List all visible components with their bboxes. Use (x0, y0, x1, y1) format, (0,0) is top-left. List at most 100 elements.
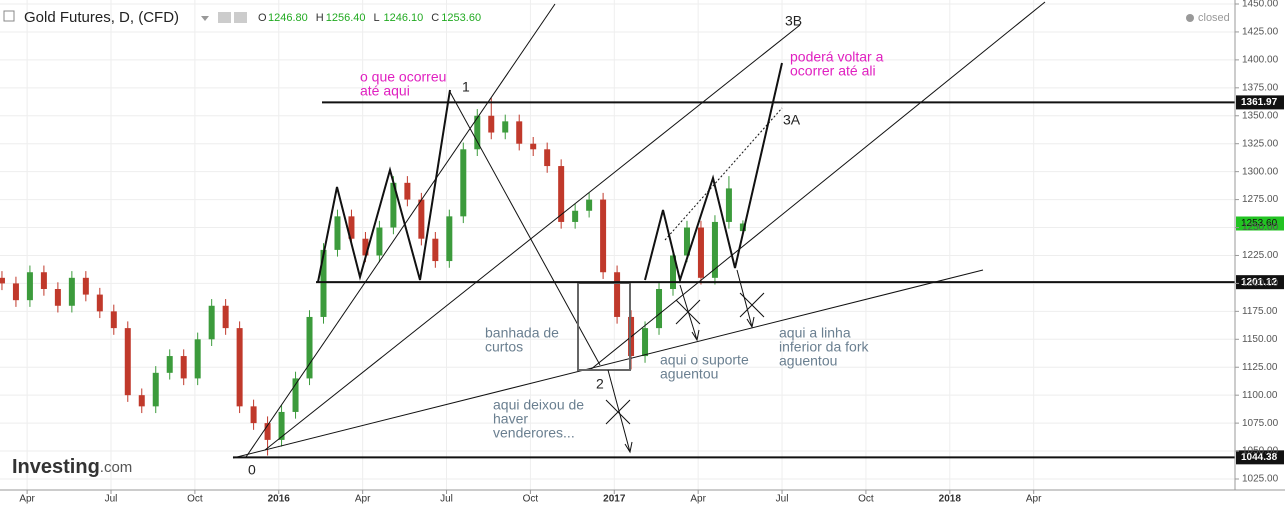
x-tick-label: Jul (105, 494, 118, 505)
candle-body (516, 121, 523, 144)
y-tick-label: 1125.00 (1242, 362, 1278, 373)
fork-median (264, 24, 801, 451)
y-tick-label: 1275.00 (1242, 194, 1279, 205)
candle-body (474, 115, 481, 150)
last-price-label: 1253.60 (1241, 218, 1278, 229)
y-tick-label: 1450.00 (1242, 0, 1279, 10)
ohlc-key: C (431, 12, 439, 24)
candle-body (683, 227, 690, 256)
level-label: 1361.97 (1241, 97, 1278, 108)
logo-suffix: .com (100, 459, 133, 476)
ohlc-key: H (316, 12, 324, 24)
annotation: inferior da fork (779, 339, 869, 355)
ohlc-key: O (258, 12, 267, 24)
x-tick-label: 2018 (939, 494, 962, 505)
symbol-title: Gold Futures, D, (CFD) (24, 9, 179, 26)
annotation: poderá voltar a (790, 49, 884, 65)
annotation: haver (493, 411, 528, 427)
candle-body (180, 356, 187, 379)
status: closed (1198, 12, 1230, 24)
x-tick-label: Apr (19, 494, 35, 505)
fork-line (589, 1, 1046, 371)
candle-body (502, 121, 509, 133)
header: Gold Futures, D, (CFD) O 1246.80 H 1256.40 L… (3, 9, 1230, 478)
candle-body (390, 182, 397, 228)
dropdown[interactable] (201, 16, 209, 21)
annotation: venderores... (493, 425, 575, 441)
trend-line (449, 91, 601, 366)
arrow (607, 269, 755, 454)
ohlc: O 1246.80 H 1256.40 L 1246.10 C 1253.60 (258, 12, 481, 24)
candle-body (166, 356, 173, 373)
candle-body (54, 289, 61, 306)
candle-body (558, 166, 565, 222)
annotation: aqui deixou de (493, 397, 584, 413)
x-tick-label: Jul (440, 494, 453, 505)
ohlc-value: 1246.80 (268, 12, 308, 24)
fork-upper (245, 3, 556, 458)
ohlc-value: 1256.40 (326, 12, 366, 24)
candle-body (82, 277, 89, 295)
dotted-line (664, 107, 783, 241)
candle-body (348, 216, 355, 239)
zigzag (644, 62, 783, 284)
x-tick-label: Oct (858, 494, 874, 505)
candle-body (236, 328, 243, 407)
candle-body (670, 255, 677, 289)
candle-body (40, 272, 47, 289)
candle-body (110, 311, 117, 329)
zigzag (317, 89, 451, 283)
candle-body (320, 249, 327, 317)
candle-body (208, 305, 215, 340)
collapse-icon[interactable] (3, 10, 15, 22)
annotation: curtos (485, 339, 523, 355)
ohlc-value: 1246.10 (384, 12, 424, 24)
candle-body (586, 199, 593, 211)
level-label: 1044.38 (1241, 452, 1278, 463)
y-tick-label: 1250.00 (1242, 222, 1279, 233)
candle-body (26, 272, 33, 301)
candle-body (306, 316, 313, 379)
candle-body (68, 277, 75, 306)
settings-icon[interactable] (234, 12, 247, 23)
annotation: até aqui (360, 83, 410, 99)
y-tick-label: 1100.00 (1242, 390, 1278, 401)
candle-body (124, 328, 131, 396)
candle-body (739, 223, 746, 232)
ohlc-value: 1253.60 (441, 12, 481, 24)
x-tick-label: Apr (355, 494, 371, 505)
grid (0, 0, 1235, 490)
candle-body (446, 216, 453, 262)
ohlc-key: L (374, 12, 380, 24)
x-tick-label: Oct (187, 494, 203, 505)
axes: 1450.00 1425.00 1400.00 1375.00 1350.00 1325.… (19, 0, 1278, 505)
fork-lower (232, 269, 984, 459)
candle-body (572, 210, 579, 222)
candle-body (432, 238, 439, 262)
candle-body (725, 188, 732, 222)
candle-body (362, 238, 369, 256)
y-tick-label: 1025.00 (1242, 474, 1279, 485)
logo-main: Investing (12, 456, 100, 478)
status-dot (1186, 14, 1194, 22)
x-tick-label: Oct (523, 494, 539, 505)
annotation: 3A (783, 112, 801, 128)
annotation: 0 (248, 462, 256, 478)
x-tick-label: 2017 (603, 494, 626, 505)
y-tick-label: 1225.00 (1242, 250, 1279, 261)
settings-icon[interactable] (218, 12, 231, 23)
level-tag (1236, 275, 1284, 290)
level-label: 1201.12 (1241, 277, 1278, 288)
y-tick-label: 1300.00 (1242, 166, 1279, 177)
levels: 1361.97 1201.12 1044.38 1253.60 (233, 95, 1284, 465)
annotation: aguentou (660, 366, 718, 382)
candle-body (488, 115, 495, 133)
annotation: aqui a linha (779, 325, 851, 341)
last-price-tag (1236, 216, 1284, 231)
x-tick-label: 2016 (268, 494, 291, 505)
y-tick-label: 1375.00 (1242, 82, 1279, 93)
candle-body (460, 149, 467, 217)
candle-body (697, 227, 704, 278)
annotation: aguentou (779, 353, 837, 369)
